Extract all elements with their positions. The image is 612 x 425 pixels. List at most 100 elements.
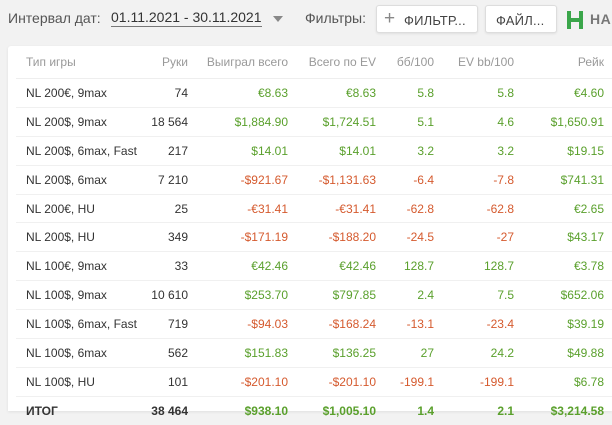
table-row[interactable]: NL 200$, 6max 7 210 -$921.67 -$1,131.63 -6.4… [16, 165, 612, 195]
logo-icon [567, 11, 583, 29]
table-row[interactable]: NL 100$, 9max 10 610 $253.70 $797.85 2.4 7.5 $… [16, 280, 612, 311]
column-header-bb100[interactable]: бб/100 [384, 46, 442, 79]
table-row[interactable]: NL 200$, 6max, Fast 217 $14.01 $14.01 3.2 3.2… [16, 136, 612, 166]
cell-game-type: NL 200$, 6max, Fast [16, 136, 137, 166]
cell-hands: 25 [136, 194, 196, 224]
files-button[interactable]: ФАЙЛ... [485, 5, 557, 33]
cell-rake: €4.60 [522, 78, 612, 108]
cell-rake: $39.19 [522, 309, 612, 340]
cell-won-total: €8.63 [196, 78, 296, 108]
cell-ev-total: $1,724.51 [296, 107, 384, 137]
table-row[interactable]: NL 200€, HU 25 -€31.41 -€31.41 -62.8 -62.8 €2.… [16, 194, 612, 224]
cell-bb100: 5.1 [384, 107, 442, 137]
add-filter-label: ФИЛЬТР... [404, 13, 466, 28]
cell-bb100: -199.1 [384, 367, 442, 397]
cell-hands: 101 [136, 367, 196, 397]
cell-game-type: NL 200€, HU [16, 194, 136, 224]
brand-logo: НА [564, 8, 612, 32]
cell-rake: $6.78 [522, 367, 612, 397]
column-header-rake[interactable]: Рейк [522, 46, 612, 79]
cell-bb100: 27 [384, 338, 442, 368]
filters-label: Фильтры: [305, 10, 366, 26]
table-row[interactable]: NL 200$, 9max 18 564 $1,884.90 $1,724.51 5.1… [16, 107, 612, 137]
column-header-hands[interactable]: Руки [136, 46, 196, 79]
cell-ev-total: -$1,131.63 [296, 165, 384, 195]
cell-bb100: -13.1 [384, 309, 442, 340]
cell-ev-bb100: 3.2 [442, 136, 522, 166]
cell-game-type: NL 200$, 6max [16, 165, 136, 195]
cell-ev-total: $797.85 [296, 280, 384, 311]
column-header-ev-total[interactable]: Всего по EV [296, 46, 384, 79]
cell-ev-total: -€31.41 [296, 194, 384, 224]
cell-won-total: -$171.19 [196, 222, 296, 253]
date-range-label: Интервал дат: [8, 10, 101, 26]
cell-rake: $741.31 [522, 165, 612, 195]
cell-won-total: -$94.03 [196, 309, 296, 340]
cell-game-type: NL 100$, HU [16, 367, 136, 397]
cell-rake: €3.78 [522, 251, 612, 282]
cell-game-type: NL 200$, HU [16, 222, 136, 253]
cell-rake: $19.15 [522, 136, 612, 166]
cell-ev-bb100: 2.1 [497, 403, 514, 418]
cell-ev-total: $1,005.10 [322, 403, 376, 418]
date-range-picker[interactable]: 01.11.2021 - 30.11.2021 [111, 9, 262, 27]
cell-bb100: 1.4 [417, 403, 434, 418]
cell-bb100: -62.8 [384, 194, 442, 224]
table-row[interactable]: NL 200$, HU 349 -$171.19 -$188.20 -24.5 -27 $4… [16, 222, 612, 253]
table-row[interactable]: NL 100$, 6max 562 $151.83 $136.25 27 24.2 $49.… [16, 338, 612, 368]
cell-ev-bb100: -23.4 [442, 309, 522, 340]
cell-won-total: $151.83 [196, 338, 296, 368]
add-filter-button[interactable]: + ФИЛЬТР... [376, 5, 478, 33]
cell-ev-bb100: -27 [442, 222, 522, 253]
table-row[interactable]: NL 200€, 9max 74 €8.63 €8.63 5.8 5.8 €4.60 [16, 78, 612, 108]
cell-won-total: -$921.67 [196, 165, 296, 195]
table-row[interactable]: NL 100$, 6max, Fast 719 -$94.03 -$168.24 -13… [16, 309, 612, 340]
cell-game-type: NL 200$, 9max [16, 107, 136, 137]
stats-table: Тип игры Руки Выиграл всего Всего по EV … [16, 46, 612, 425]
cell-hands: 33 [136, 251, 196, 282]
cell-ev-bb100: 5.8 [442, 78, 522, 108]
cell-game-type: NL 200€, 9max [16, 78, 136, 108]
cell-hands: 38 464 [151, 403, 188, 418]
cell-ev-bb100: 128.7 [442, 251, 522, 282]
cell-ev-bb100: -7.8 [442, 165, 522, 195]
cell-hands: 562 [136, 338, 196, 368]
cell-game-type: NL 100€, 9max [16, 251, 136, 282]
column-header-game-type[interactable]: Тип игры [16, 46, 136, 79]
cell-won-total: $1,884.90 [196, 107, 296, 137]
column-header-ev-bb100[interactable]: EV bb/100 [442, 46, 522, 79]
plus-icon: + [384, 8, 396, 29]
table-header-row: Тип игры Руки Выиграл всего Всего по EV … [16, 46, 612, 79]
cell-rake: $43.17 [522, 222, 612, 253]
cell-won-total: -$201.10 [196, 367, 296, 397]
column-header-won-total[interactable]: Выиграл всего [196, 46, 296, 79]
chevron-down-icon[interactable] [273, 16, 283, 22]
cell-hands: 10 610 [136, 280, 196, 311]
cell-won-total: $253.70 [196, 280, 296, 311]
cell-bb100: 3.2 [384, 136, 442, 166]
cell-game-type: NL 100$, 6max [16, 338, 136, 368]
cell-rake: $3,214.58 [550, 403, 604, 418]
top-toolbar: Интервал дат: 01.11.2021 - 30.11.2021 Фи… [0, 0, 612, 42]
cell-hands: 74 [136, 78, 196, 108]
table-row[interactable]: NL 100€, 9max 33 €42.46 €42.46 128.7 128.7 €3.… [16, 251, 612, 282]
cell-game-type: NL 100$, 6max, Fast [16, 309, 137, 340]
cell-ev-bb100: 24.2 [442, 338, 522, 368]
cell-bb100: 5.8 [384, 78, 442, 108]
cell-ev-bb100: 4.6 [442, 107, 522, 137]
table-total-row[interactable]: ИТОГ 38 464 $938.10 $1,005.10 1.4 2.1 $3,214.5… [16, 396, 612, 424]
cell-rake: $1,650.91 [522, 107, 612, 137]
cell-hands: 18 564 [136, 107, 196, 137]
cell-ev-bb100: 7.5 [442, 280, 522, 311]
cell-rake: $49.88 [522, 338, 612, 368]
cell-bb100: -6.4 [384, 165, 442, 195]
cell-ev-total: €8.63 [296, 78, 384, 108]
cell-hands: 349 [136, 222, 196, 253]
cell-won-total: $938.10 [244, 403, 288, 418]
cell-bb100: 128.7 [384, 251, 442, 282]
cell-game-type: ИТОГ [26, 403, 58, 418]
cell-won-total: $14.01 [196, 136, 296, 166]
table-row[interactable]: NL 100$, HU 101 -$201.10 -$201.10 -199.1 -199… [16, 367, 612, 397]
stats-panel: Тип игры Руки Выиграл всего Всего по EV … [8, 46, 612, 418]
cell-ev-total: -$168.24 [296, 309, 384, 340]
